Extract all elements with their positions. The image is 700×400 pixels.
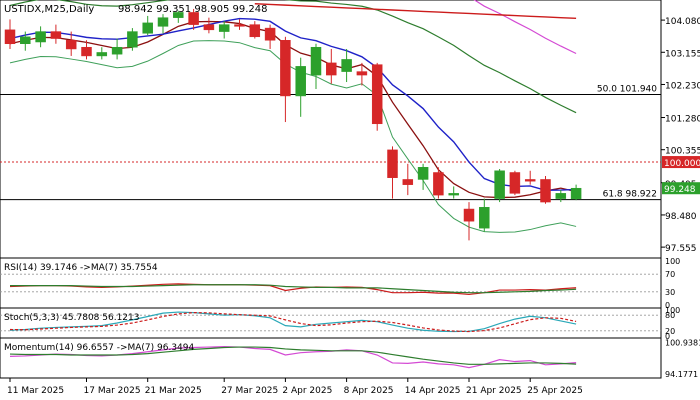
candle-body xyxy=(96,52,108,57)
price-axis-label: 102.230 xyxy=(665,81,700,91)
time-axis: 11 Mar 2025 17 Mar 2025 21 Mar 2025 27 Mar … xyxy=(7,378,583,396)
candle-body xyxy=(127,31,138,48)
momentum-pane-frame xyxy=(0,337,662,379)
candle-body xyxy=(540,179,551,203)
resistance-price-tag xyxy=(662,156,700,169)
candle-body xyxy=(20,36,31,45)
last-price-text: 99.248 xyxy=(664,185,696,195)
momentum-title: Momentum(14) 96.6557 ->MA(7) 96.3494 xyxy=(4,343,195,353)
indicator-axis-label: 94.1771 xyxy=(665,370,698,379)
candle-body xyxy=(479,207,490,229)
candle-body xyxy=(157,17,169,27)
candle-body xyxy=(264,27,276,41)
ma-blue-line xyxy=(9,17,577,192)
price-axis-label: 101.280 xyxy=(665,115,700,125)
symbol-title: USTIDX,M25,Daily xyxy=(4,4,94,15)
candle-body xyxy=(387,149,398,178)
time-axis-label: 21 Apr 2025 xyxy=(466,386,522,396)
time-axis-label: 17 Mar 2025 xyxy=(84,386,141,396)
candle-body xyxy=(173,12,184,18)
indicator-axis-label: 80 xyxy=(665,311,675,320)
price-axis-label: 98.480 xyxy=(665,212,697,222)
time-axis-label: 21 Mar 2025 xyxy=(145,386,202,396)
candle-body xyxy=(570,187,582,200)
indicator-axis-label: 0 xyxy=(665,332,670,341)
time-axis-label: 25 Apr 2025 xyxy=(527,386,583,396)
candle-body xyxy=(142,22,153,34)
candle-body xyxy=(494,170,505,199)
time-axis-label: 27 Mar 2025 xyxy=(221,386,278,396)
indicator-series-line xyxy=(9,346,577,365)
stoch-title: Stoch(5,3,3) 45.7808 56.1213 xyxy=(4,313,139,323)
ohlc-readout: 98.942 99.351 98.905 99.248 xyxy=(118,4,268,15)
price-axis-label: 97.555 xyxy=(665,244,697,254)
candle-body xyxy=(234,24,245,27)
candle-body xyxy=(417,167,429,180)
candle-body xyxy=(81,46,92,57)
price-axis-label: 104.080 xyxy=(665,17,700,27)
candle-body xyxy=(433,172,444,196)
candle-body xyxy=(356,71,368,76)
candle-body xyxy=(371,64,383,125)
candle-body xyxy=(341,59,352,72)
last-price-tag xyxy=(662,182,700,195)
candle-body xyxy=(35,31,46,43)
candle-body xyxy=(4,29,16,45)
candle-body xyxy=(249,24,261,38)
level-label: 50.0 101.940 xyxy=(597,85,657,95)
candle-body xyxy=(524,179,536,182)
candle-body xyxy=(111,46,123,55)
candle-body xyxy=(463,208,475,222)
ma-green-line xyxy=(9,0,577,114)
moving-averages xyxy=(9,0,577,233)
candle-body xyxy=(188,12,199,25)
candle-body xyxy=(295,66,306,97)
price-axis: 104.080103.155102.230101.280100.35599.40… xyxy=(661,17,700,254)
indicator-axis-label: 100 xyxy=(665,257,680,266)
candle-body xyxy=(402,179,414,185)
indicator-series-line xyxy=(9,311,577,333)
candle-body xyxy=(203,24,215,31)
indicator-axis-label: 70 xyxy=(665,270,675,279)
rsi-pane: 100 70 30 0 xyxy=(0,257,680,310)
candle-body xyxy=(218,24,230,32)
candles xyxy=(4,8,582,241)
indicator-axis-label: 100 xyxy=(665,306,680,315)
indicator-axis-label: 30 xyxy=(665,288,675,297)
resistance-price-text: 100.000 xyxy=(664,159,700,169)
indicator-axis-label: 100.9381 xyxy=(665,339,700,348)
indicator-series-line xyxy=(10,284,577,294)
ma-red-line xyxy=(254,3,577,20)
candle-body xyxy=(448,193,459,196)
candle-body xyxy=(555,193,567,199)
indicator-axis-label: 20 xyxy=(665,327,675,336)
lower-band-line xyxy=(9,40,577,233)
momentum-pane: 100.9381 94.1771 xyxy=(9,339,700,379)
price-axis-label: 103.155 xyxy=(665,49,700,59)
ma-darkred-line xyxy=(9,20,577,199)
time-axis-label: 11 Mar 2025 xyxy=(7,386,64,396)
indicator-axis-label: 0 xyxy=(665,301,670,310)
indicator-series-line xyxy=(9,311,577,333)
candle-body xyxy=(509,172,521,194)
main-pane-frame xyxy=(0,0,662,259)
main-pane-levels: 50.0 101.940 61.8 98.922 xyxy=(0,85,661,201)
time-axis-label: 8 Apr 2025 xyxy=(344,386,394,396)
rsi-pane-frame xyxy=(0,257,662,309)
candle-body xyxy=(50,31,62,39)
rsi-title: RSI(14) 39.1746 ->MA(7) 35.7554 xyxy=(4,263,158,273)
candle-body xyxy=(310,46,322,76)
ma-pink-line xyxy=(473,0,577,55)
price-axis-label: 100.355 xyxy=(665,147,700,157)
level-label: 61.8 98.922 xyxy=(603,190,657,200)
time-axis-label: 14 Apr 2025 xyxy=(405,386,461,396)
time-axis-label: 2 Apr 2025 xyxy=(282,386,332,396)
candle-body xyxy=(280,40,291,97)
candle-body xyxy=(65,40,77,50)
candle-body xyxy=(326,62,337,76)
